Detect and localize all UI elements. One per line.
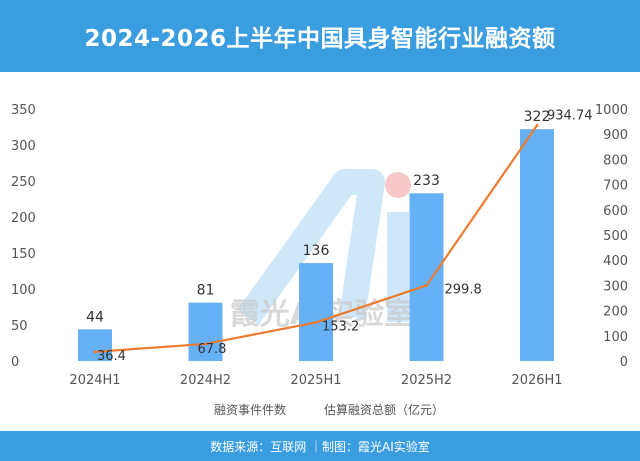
y-right-tick-label: 400 xyxy=(603,254,628,269)
y-left-tick-label: 250 xyxy=(11,175,36,190)
x-tick-label: 2024H2 xyxy=(180,373,231,388)
y-left-tick-label: 100 xyxy=(11,283,36,298)
bar-value-label: 81 xyxy=(197,283,215,299)
line-value-label: 67.8 xyxy=(198,342,227,357)
y-right-tick-label: 900 xyxy=(603,128,628,143)
x-tick-label: 2025H2 xyxy=(401,373,452,388)
x-tick-label: 2025H1 xyxy=(290,373,341,388)
y-left-tick-label: 0 xyxy=(11,355,19,370)
bar-2025H2 xyxy=(409,193,444,361)
line-point xyxy=(204,342,207,346)
line-value-label: 299.8 xyxy=(445,282,482,297)
bar-2024H2 xyxy=(188,302,223,361)
bar-value-label: 44 xyxy=(86,309,104,325)
bar-value-label: 322 xyxy=(524,109,551,125)
footer-banner: 数据来源：互联网 ｜制图：霞光AI实验室 xyxy=(0,431,640,461)
y-left-tick-label: 50 xyxy=(11,319,28,334)
y-left-tick-label: 200 xyxy=(11,211,36,226)
watermark-logo-dot xyxy=(385,172,411,198)
legend-item-bars: 融资事件件数 xyxy=(214,402,286,417)
y-right-tick-label: 300 xyxy=(603,279,628,294)
legend-item-line: 估算融资总额（亿元） xyxy=(324,402,444,417)
line-point xyxy=(314,320,318,324)
y-right-tick-label: 600 xyxy=(603,204,628,219)
bar-value-label: 136 xyxy=(303,243,330,259)
x-tick-label: 2024H1 xyxy=(69,373,120,388)
y-left-tick-label: 150 xyxy=(11,247,36,262)
bar-value-label: 233 xyxy=(413,173,440,189)
bar-2024H1 xyxy=(78,329,112,361)
y-right-tick-label: 0 xyxy=(620,355,628,370)
line-value-label: 153.2 xyxy=(322,319,359,334)
line-value-label: 36.4 xyxy=(97,349,126,364)
y-right-tick-label: 100 xyxy=(603,330,628,345)
x-tick-label: 2026H1 xyxy=(511,373,562,388)
y-right-tick-label: 500 xyxy=(603,229,628,244)
watermark-logo-a xyxy=(237,169,385,325)
source-note: 数据来源：互联网 ｜制图：霞光AI实验室 xyxy=(210,439,430,454)
bar-2026H1 xyxy=(520,129,554,361)
line-value-label: 934.74 xyxy=(547,108,593,123)
y-right-tick-label: 700 xyxy=(603,179,628,194)
line-point xyxy=(425,283,428,287)
y-left-tick-label: 300 xyxy=(11,139,36,154)
chart-title: 2024-2026上半年中国具身智能行业融资额 xyxy=(84,26,556,52)
bar-2025H1 xyxy=(299,263,333,361)
line-point xyxy=(93,350,97,354)
y-left-tick-label: 350 xyxy=(11,103,36,118)
y-right-tick-label: 1000 xyxy=(595,103,628,118)
y-right-tick-label: 800 xyxy=(603,153,628,168)
header-banner: 2024-2026上半年中国具身智能行业融资额 xyxy=(0,0,640,72)
y-right-tick-label: 200 xyxy=(603,305,628,320)
line-point xyxy=(535,123,539,127)
watermark-logo-i xyxy=(387,212,409,322)
